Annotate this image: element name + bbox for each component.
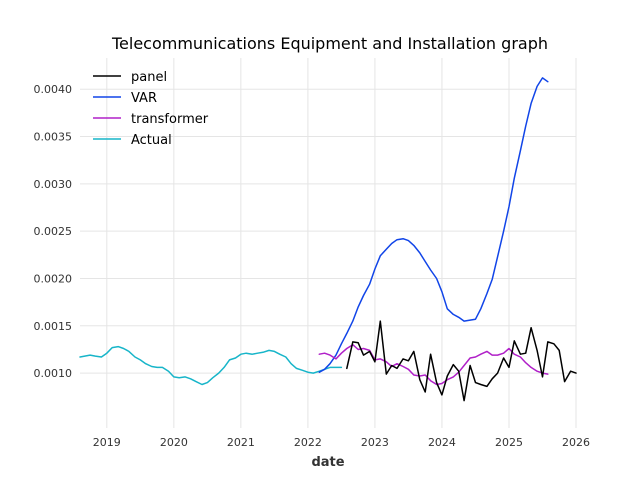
x-tick-label: 2024	[428, 436, 456, 449]
x-tick-label: 2026	[562, 436, 590, 449]
series-lines	[79, 77, 577, 402]
series-line-transformer	[318, 343, 549, 386]
series-line-var	[318, 77, 549, 373]
y-tick-label: 0.0035	[34, 131, 73, 144]
axis-tick-labels: 2019 2020 2021 2022 2023 2024 2025 2026 0.0010 0.…	[34, 83, 591, 449]
legend-label-panel: panel	[131, 70, 167, 85]
y-tick-label: 0.0020	[34, 272, 73, 285]
y-tick-label: 0.0015	[34, 320, 73, 333]
y-tick-label: 0.0040	[34, 83, 73, 96]
legend-label-var: VAR	[131, 91, 157, 106]
x-tick-label: 2021	[227, 436, 255, 449]
series-line-panel	[346, 320, 577, 402]
x-tick-label: 2023	[361, 436, 389, 449]
y-tick-label: 0.0030	[34, 178, 73, 191]
series-line-actual	[79, 345, 343, 386]
x-tick-label: 2022	[294, 436, 322, 449]
legend-label-transformer: transformer	[131, 112, 209, 127]
x-tick-label: 2019	[93, 436, 121, 449]
x-axis-label: date	[311, 455, 344, 470]
legend-label-actual: Actual	[131, 133, 172, 148]
y-tick-label: 0.0025	[34, 225, 73, 238]
x-tick-label: 2025	[495, 436, 523, 449]
chart-title: Telecommunications Equipment and Install…	[111, 34, 548, 53]
x-tick-label: 2020	[160, 436, 188, 449]
y-tick-label: 0.0010	[34, 367, 73, 380]
gridlines	[80, 58, 577, 428]
legend: panel VAR transformer Actual	[93, 70, 209, 148]
